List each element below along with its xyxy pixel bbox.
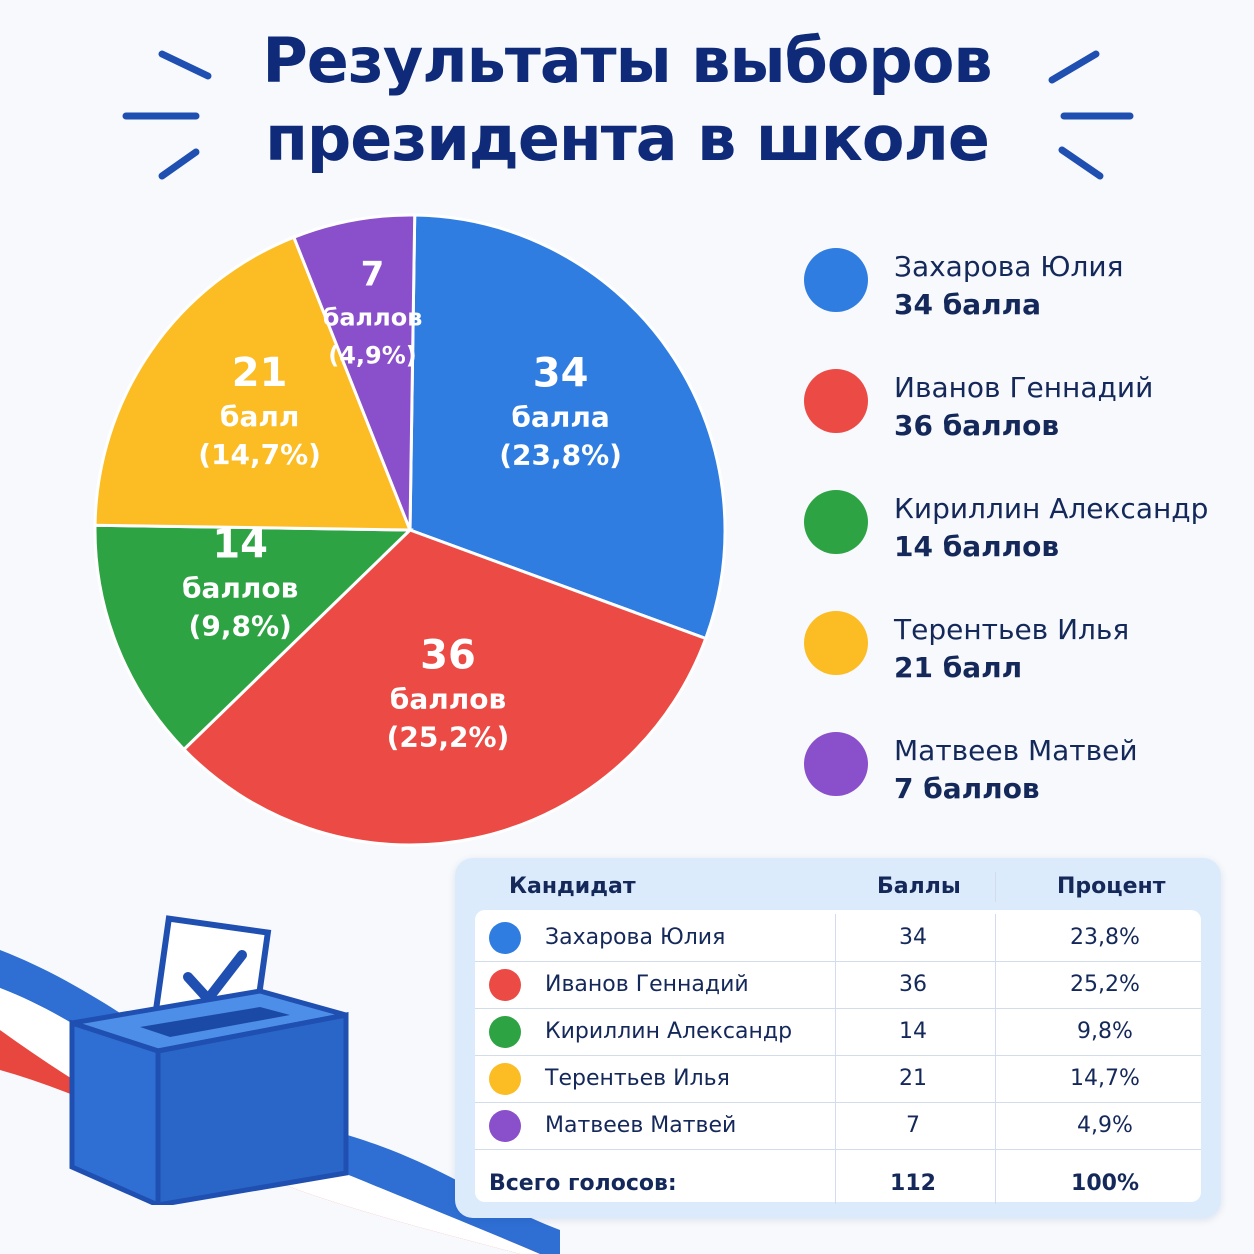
table-row: Кириллин Александр 14 9,8%	[475, 1008, 1201, 1054]
row-score: 36	[899, 972, 927, 997]
header-candidate: Кандидат	[509, 874, 636, 899]
legend-name: Иванов Геннадий	[894, 371, 1154, 404]
pie-label-percent-4: (14,7%)	[198, 438, 321, 471]
title-line-2: президента в школе	[265, 102, 990, 175]
row-percent: 9,8%	[1077, 1019, 1133, 1044]
legend-name: Захарова Юлия	[894, 250, 1124, 283]
legend-score: 14 баллов	[894, 530, 1060, 563]
pie-label-percent-5: (4,9%)	[328, 342, 417, 370]
row-color-dot	[489, 1016, 521, 1048]
pie-label-unit-4: балл	[220, 400, 299, 433]
pie-slice-4	[93, 235, 413, 532]
legend-color-dot	[804, 369, 868, 433]
title-decoration-left	[122, 50, 212, 180]
table-row: Иванов Геннадий 36 25,2%	[475, 961, 1201, 1007]
row-percent: 25,2%	[1070, 972, 1140, 997]
pie-slice-3	[93, 523, 414, 752]
pie-label-unit-1: балла	[511, 401, 609, 434]
table-row: Матвеев Матвей 7 4,9%	[475, 1102, 1201, 1148]
row-divider	[475, 961, 1201, 962]
row-divider	[475, 1102, 1201, 1103]
row-score: 34	[899, 925, 927, 950]
row-percent: 14,7%	[1070, 1066, 1140, 1091]
pie-slice-5	[291, 213, 417, 531]
table-row: Терентьев Илья 21 14,7%	[475, 1055, 1201, 1101]
row-divider	[475, 1055, 1201, 1056]
header-score: Баллы	[877, 874, 961, 899]
legend-color-dot	[804, 611, 868, 675]
pie-label-percent-1: (23,8%)	[499, 439, 622, 472]
column-divider	[995, 914, 996, 1204]
row-candidate: Терентьев Илья	[545, 1066, 730, 1091]
results-table: Кандидат Баллы Процент Всего голосов: 11…	[455, 858, 1221, 1218]
row-divider	[475, 1149, 1201, 1150]
legend-name: Кириллин Александр	[894, 492, 1209, 525]
row-divider	[475, 1008, 1201, 1009]
legend-score: 7 баллов	[894, 772, 1040, 805]
pie-label-unit-5: баллов	[323, 304, 423, 332]
legend-color-dot	[804, 248, 868, 312]
row-percent: 4,9%	[1077, 1113, 1133, 1138]
pie-label-value-5: 7	[361, 255, 385, 295]
pie-label-percent-3: (9,8%)	[189, 609, 292, 642]
row-color-dot	[489, 1110, 521, 1142]
title-line-1: Результаты выборов	[262, 24, 992, 97]
row-score: 21	[899, 1066, 927, 1091]
pie-slice-1	[408, 213, 727, 641]
pie-label-percent-2: (25,2%)	[387, 721, 510, 754]
table-row: Захарова Юлия 34 23,8%	[475, 914, 1201, 960]
pie-label-unit-2: баллов	[390, 683, 506, 716]
total-score: 112	[890, 1171, 936, 1196]
row-candidate: Кириллин Александр	[545, 1019, 793, 1044]
pie-label-value-2: 36	[420, 633, 476, 679]
row-color-dot	[489, 969, 521, 1001]
pie-label-value-1: 34	[533, 351, 589, 397]
page-title: Результаты выборов президента в школе	[0, 22, 1254, 178]
row-score: 7	[906, 1113, 920, 1138]
legend-score: 36 баллов	[894, 409, 1060, 442]
row-color-dot	[489, 1063, 521, 1095]
legend-name: Терентьев Илья	[894, 613, 1130, 646]
table-body	[475, 910, 1201, 1202]
pie-slice-2	[181, 528, 708, 847]
pie-chart: 34балла(23,8%)36баллов(25,2%)14баллов(9,…	[93, 213, 727, 847]
header-percent: Процент	[1057, 874, 1166, 899]
legend-color-dot	[804, 732, 868, 796]
column-divider	[835, 914, 836, 1204]
pie-label-unit-3: баллов	[182, 571, 298, 604]
legend-score: 21 балл	[894, 651, 1023, 684]
legend-name: Матвеев Матвей	[894, 734, 1138, 767]
row-candidate: Иванов Геннадий	[545, 972, 749, 997]
row-percent: 23,8%	[1070, 925, 1140, 950]
legend-score: 34 балла	[894, 288, 1042, 321]
row-candidate: Захарова Юлия	[545, 925, 726, 950]
header-col-divider	[995, 872, 996, 902]
total-percent: 100%	[1071, 1171, 1139, 1196]
row-score: 14	[899, 1019, 927, 1044]
ballot-box-icon	[69, 915, 349, 1205]
legend-color-dot	[804, 490, 868, 554]
pie-label-value-4: 21	[232, 350, 288, 396]
total-label: Всего голосов:	[489, 1171, 677, 1196]
row-color-dot	[489, 922, 521, 954]
title-decoration-right	[1048, 50, 1134, 180]
row-candidate: Матвеев Матвей	[545, 1113, 737, 1138]
